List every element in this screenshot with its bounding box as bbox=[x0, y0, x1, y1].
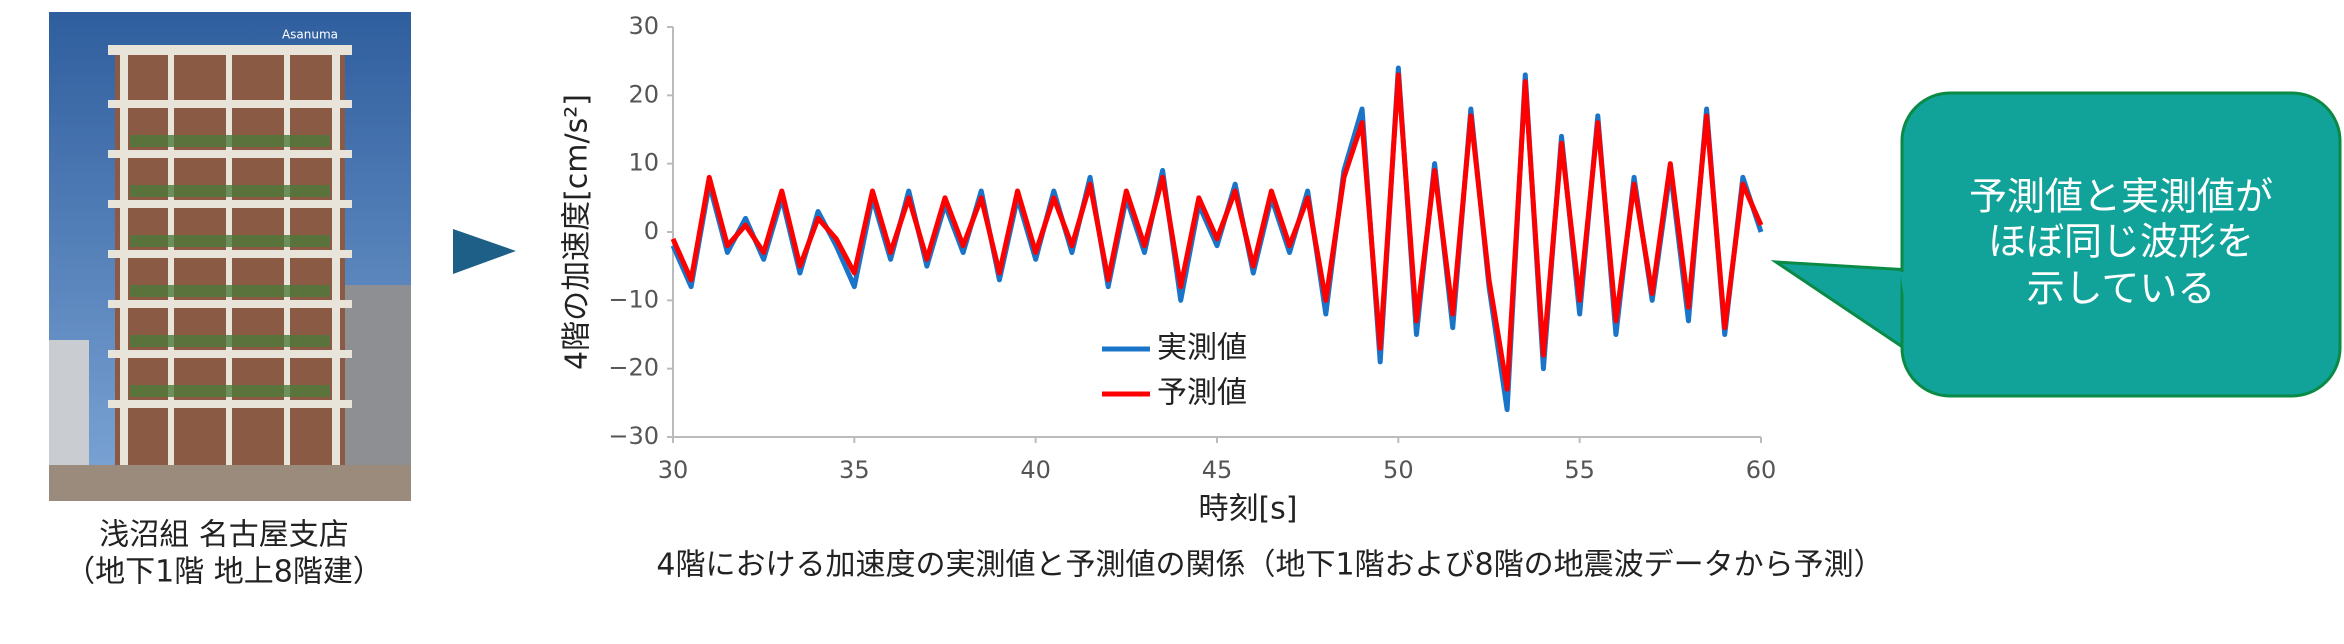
legend-label: 予測値 bbox=[1157, 376, 1247, 411]
y-axis-label: 4階の加速度[cm/s²] bbox=[560, 94, 595, 370]
building-photo: Asanuma bbox=[49, 12, 411, 501]
y-tick-label: −10 bbox=[608, 285, 659, 313]
y-tick-label: 10 bbox=[628, 149, 659, 177]
callout-text: 示している bbox=[2027, 267, 2216, 311]
x-tick-label: 30 bbox=[658, 456, 689, 484]
x-axis-label: 時刻[s] bbox=[1198, 492, 1297, 527]
callout-text: 予測値と実測値が bbox=[1969, 175, 2273, 219]
x-tick-label: 35 bbox=[839, 456, 870, 484]
legend-label: 実測値 bbox=[1157, 331, 1247, 366]
x-tick-label: 55 bbox=[1564, 456, 1595, 484]
y-tick-label: 20 bbox=[628, 80, 659, 108]
callout-text: ほぼ同じ波形を bbox=[1988, 220, 2254, 264]
x-tick-label: 50 bbox=[1383, 456, 1414, 484]
photo-caption: （地下1階 地上8階建） bbox=[65, 555, 383, 590]
y-tick-label: −30 bbox=[608, 422, 659, 450]
chart-caption: 4階における加速度の実測値と予測値の関係（地下1階および8階の地震波データから予… bbox=[656, 548, 1883, 583]
series-line bbox=[670, 72, 1764, 392]
x-tick-label: 40 bbox=[1020, 456, 1051, 484]
series-line bbox=[670, 65, 1764, 413]
x-tick-label: 60 bbox=[1746, 456, 1777, 484]
arrow bbox=[453, 229, 516, 274]
y-tick-label: −20 bbox=[608, 354, 659, 382]
photo-caption: 浅沼組 名古屋支店 bbox=[99, 518, 349, 553]
callout: 予測値と実測値が ほぼ同じ波形を 示している bbox=[1770, 91, 2342, 398]
y-tick-label: 0 bbox=[644, 217, 659, 245]
y-tick-label: 30 bbox=[628, 12, 659, 40]
x-tick-label: 45 bbox=[1202, 456, 1233, 484]
photo-logo: Asanuma bbox=[282, 28, 338, 42]
